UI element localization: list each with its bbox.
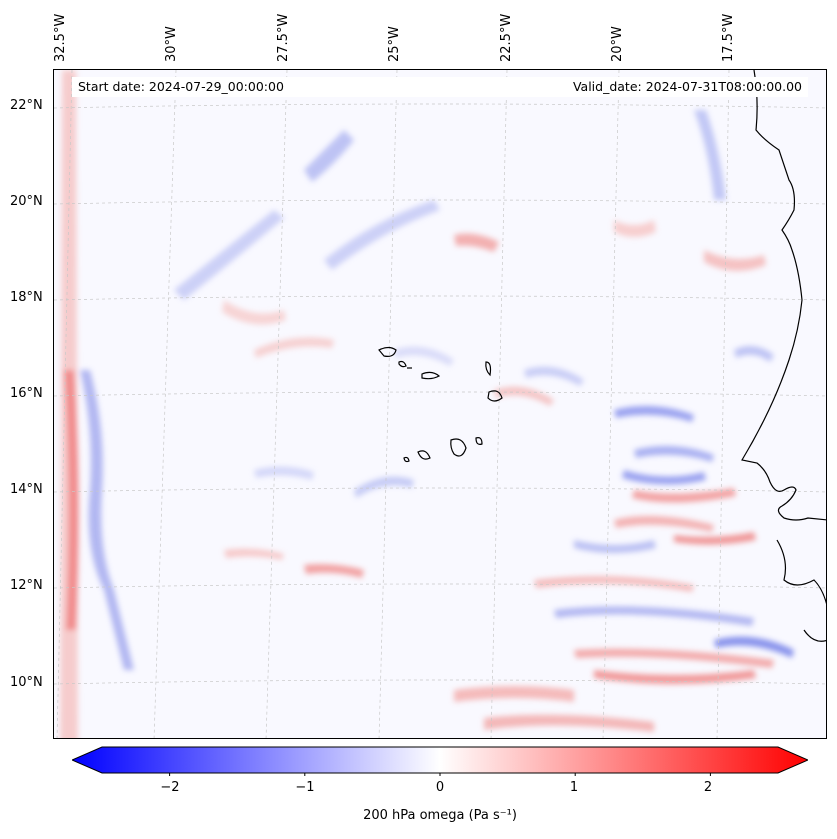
- latitude-label: 16°N: [10, 386, 43, 401]
- latitude-label: 18°N: [10, 290, 43, 305]
- colorbar-gradient: [72, 746, 808, 774]
- colorbar-tick-label: −1: [295, 780, 315, 795]
- latitude-label: 12°N: [10, 578, 43, 593]
- coastlines: [378, 70, 826, 642]
- colorbar-tick-label: −2: [160, 780, 180, 795]
- map-canvas: [54, 70, 826, 738]
- colorbar-tick-label: 0: [435, 780, 445, 795]
- colorbar-tick-label: 1: [569, 780, 579, 795]
- longitude-label: 22.5°W: [499, 13, 514, 62]
- colorbar-label: 200 hPa omega (Pa s⁻¹): [363, 808, 517, 823]
- omega-field: [60, 70, 794, 738]
- colorbar-tick-label: 2: [703, 780, 713, 795]
- info-bar: Start date: 2024-07-29_00:00:00 Valid_da…: [72, 77, 808, 97]
- longitude-label: 17.5°W: [721, 13, 736, 62]
- longitude-label: 25°W: [387, 26, 402, 62]
- longitude-label: 30°W: [164, 26, 179, 62]
- latitude-label: 10°N: [10, 675, 43, 690]
- latitude-label: 22°N: [10, 98, 43, 113]
- map-panel: Start date: 2024-07-29_00:00:00 Valid_da…: [53, 69, 827, 739]
- longitude-label: 32.5°W: [53, 13, 68, 62]
- longitude-label: 27.5°W: [276, 13, 291, 62]
- latitude-label: 14°N: [10, 482, 43, 497]
- longitude-label: 20°W: [610, 26, 625, 62]
- valid-date-label: Valid_date: 2024-07-31T08:00:00.00: [572, 79, 802, 94]
- latitude-label: 20°N: [10, 194, 43, 209]
- colorbar: [72, 746, 808, 776]
- start-date-label: Start date: 2024-07-29_00:00:00: [78, 79, 284, 94]
- gridlines: [54, 70, 826, 738]
